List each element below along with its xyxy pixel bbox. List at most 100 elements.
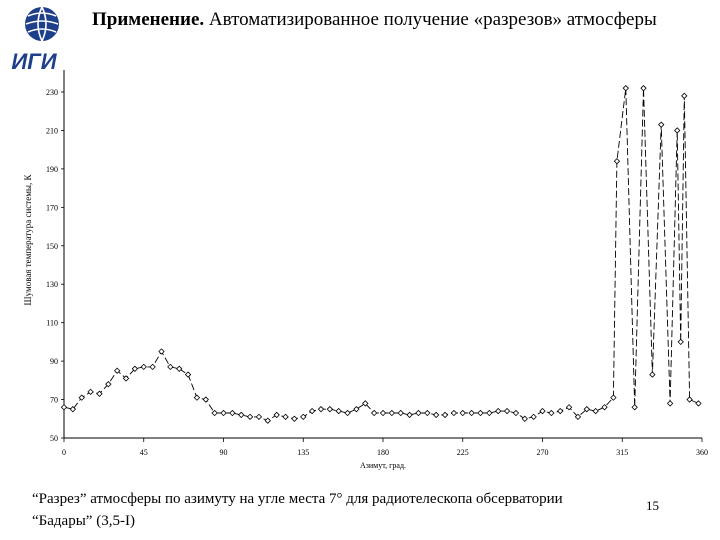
x-tick-label: 270 bbox=[537, 448, 549, 457]
y-tick-label: 190 bbox=[46, 165, 58, 174]
y-tick-label: 230 bbox=[46, 88, 58, 97]
data-point-marker bbox=[406, 411, 413, 419]
x-tick-label: 360 bbox=[696, 448, 708, 457]
data-point-marker bbox=[486, 409, 493, 417]
data-point-marker bbox=[220, 409, 227, 417]
data-point-marker bbox=[78, 394, 85, 401]
data-point-marker bbox=[415, 409, 422, 417]
page-number: 15 bbox=[646, 498, 659, 513]
data-point-marker bbox=[388, 409, 396, 417]
caption-line-1: “Разрез” атмосферы по азимуту на угле ме… bbox=[32, 491, 563, 507]
data-point-marker bbox=[649, 371, 656, 378]
logo-text: ИГИ bbox=[11, 49, 57, 74]
data-point-marker bbox=[344, 409, 351, 417]
data-point-marker bbox=[229, 409, 236, 417]
data-point-marker bbox=[131, 365, 139, 372]
data-point-marker bbox=[468, 409, 475, 417]
data-point-marker bbox=[335, 407, 342, 415]
data-point-marker bbox=[370, 409, 378, 417]
data-point-marker bbox=[184, 371, 192, 378]
data-point-marker bbox=[557, 407, 564, 415]
x-tick-label: 90 bbox=[220, 448, 228, 457]
data-point-marker bbox=[308, 407, 316, 415]
data-point-marker bbox=[674, 127, 681, 134]
x-tick-label: 0 bbox=[62, 448, 66, 457]
data-point-marker bbox=[495, 407, 502, 415]
data-point-marker bbox=[613, 158, 621, 165]
data-point-marker bbox=[631, 404, 638, 411]
data-point-marker bbox=[681, 92, 688, 100]
data-point-marker bbox=[69, 406, 77, 413]
data-point-marker bbox=[291, 415, 298, 422]
data-point-marker bbox=[96, 390, 103, 397]
data-point-marker bbox=[530, 413, 537, 421]
x-tick-label: 315 bbox=[616, 448, 628, 457]
data-point-marker bbox=[610, 394, 617, 401]
chart-axes bbox=[63, 70, 702, 439]
data-point-marker bbox=[512, 409, 520, 417]
x-tick-label: 135 bbox=[297, 448, 309, 457]
y-tick-label: 90 bbox=[50, 357, 58, 366]
data-point-marker bbox=[433, 411, 440, 419]
data-point-marker bbox=[122, 375, 130, 382]
y-tick-label: 50 bbox=[50, 434, 58, 443]
data-point-marker bbox=[282, 413, 289, 421]
data-point-marker bbox=[622, 84, 629, 92]
x-axis-ticks: 0 45 90 135 180 225 270 315 360 bbox=[62, 438, 708, 457]
data-point-marker bbox=[677, 338, 684, 346]
data-point-marker bbox=[695, 400, 702, 407]
data-point-marker bbox=[424, 409, 431, 417]
institute-logo: ИГИ bbox=[11, 6, 59, 74]
title-rest: Автоматизированное получение «разрезов» … bbox=[208, 9, 657, 30]
x-axis-label: Азимут, град. bbox=[360, 461, 406, 470]
x-tick-label: 180 bbox=[377, 448, 389, 457]
y-tick-label: 210 bbox=[46, 126, 58, 135]
title-bold: Применение. bbox=[92, 9, 205, 30]
x-tick-label: 225 bbox=[457, 448, 469, 457]
data-point-marker bbox=[548, 409, 555, 417]
data-point-marker bbox=[601, 404, 608, 411]
y-tick-label: 130 bbox=[46, 280, 58, 289]
data-point-marker bbox=[273, 411, 280, 419]
data-point-marker bbox=[158, 348, 165, 355]
data-point-marker bbox=[264, 417, 271, 424]
y-tick-label: 110 bbox=[46, 319, 58, 328]
data-point-marker bbox=[114, 367, 121, 374]
data-point-marker bbox=[300, 413, 307, 421]
data-point-marker bbox=[521, 415, 528, 422]
data-point-marker bbox=[565, 404, 573, 411]
data-point-marker bbox=[326, 406, 333, 413]
series-line bbox=[63, 88, 699, 422]
data-point-marker bbox=[666, 400, 674, 407]
data-point-marker bbox=[167, 363, 174, 371]
data-point-marker bbox=[246, 413, 254, 421]
data-point-marker bbox=[574, 413, 582, 421]
data-point-marker bbox=[193, 394, 201, 401]
data-point-marker bbox=[592, 407, 599, 415]
data-point-marker bbox=[238, 411, 245, 419]
y-tick-label: 70 bbox=[50, 396, 58, 405]
y-tick-label: 150 bbox=[46, 242, 58, 251]
data-point-marker bbox=[686, 396, 693, 403]
page-title: Применение. Автоматизированное получение… bbox=[92, 8, 712, 32]
data-point-marker bbox=[658, 121, 665, 128]
data-point-marker bbox=[379, 409, 387, 417]
data-point-marker bbox=[149, 363, 156, 371]
figure-caption: “Разрез” атмосферы по азимуту на угле ме… bbox=[32, 488, 622, 532]
data-point-marker bbox=[459, 409, 466, 417]
data-point-marker bbox=[397, 409, 404, 417]
y-axis-label: Шумовая температура системы, К bbox=[23, 174, 33, 306]
data-point-marker bbox=[87, 388, 94, 396]
data-point-marker bbox=[202, 396, 209, 403]
data-point-marker bbox=[105, 381, 112, 388]
data-point-marker bbox=[255, 413, 263, 421]
x-tick-label: 45 bbox=[140, 448, 148, 457]
caption-line-2: “Бадары” (3,5-I) bbox=[32, 513, 135, 529]
data-point-marker bbox=[211, 409, 218, 417]
data-point-marker bbox=[503, 407, 511, 415]
series-markers bbox=[60, 84, 702, 424]
globe-icon bbox=[25, 6, 59, 42]
data-point-marker bbox=[176, 365, 183, 372]
y-tick-label: 170 bbox=[46, 203, 58, 212]
